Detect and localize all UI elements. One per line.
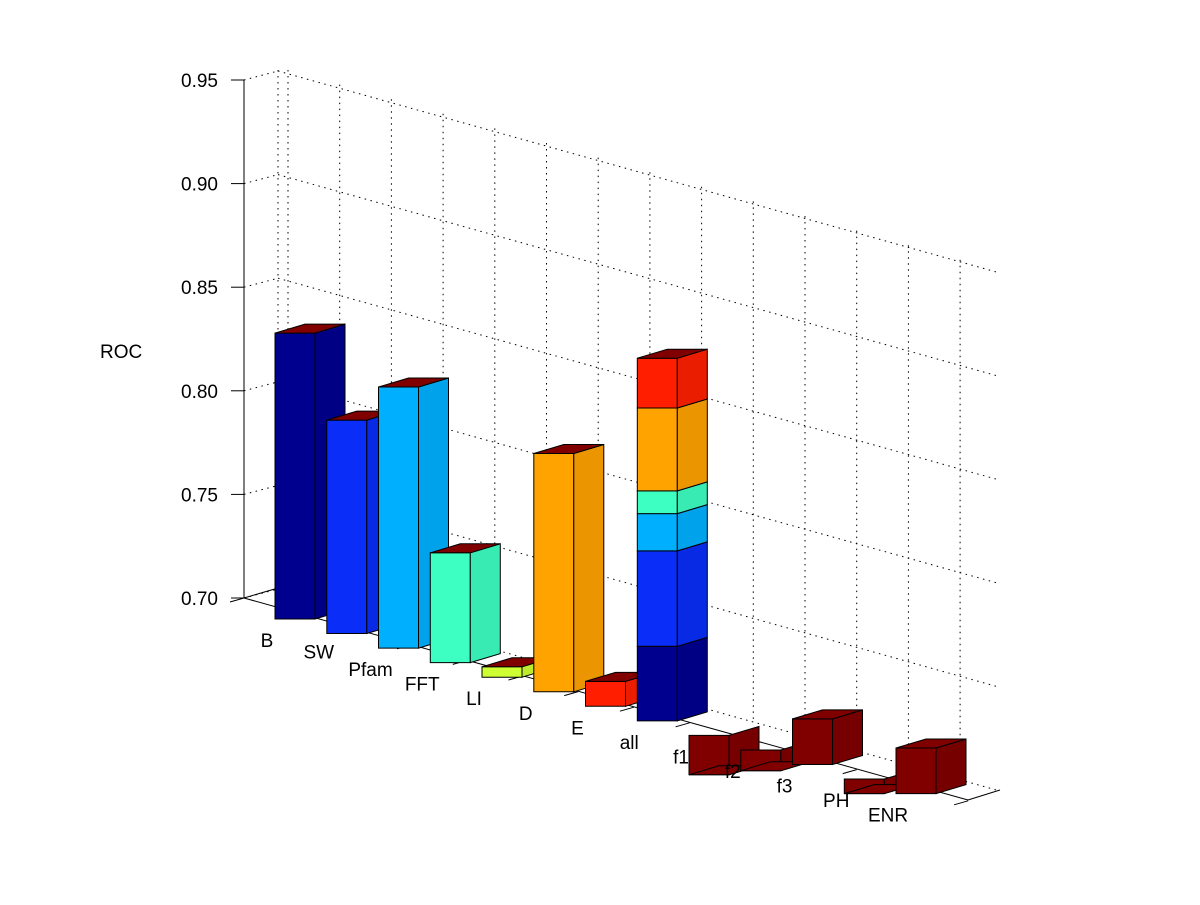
floor-left-edge (243, 587, 279, 599)
bar-D-top (533, 444, 604, 454)
y-tick-label-3: 0.85 (181, 278, 218, 299)
gridline-back-wall-4 (277, 174, 1001, 378)
y-tick-label-1: 0.75 (181, 485, 218, 506)
bar-f3-top (792, 709, 863, 720)
y-axis-label: ROC (100, 342, 142, 363)
bar-ENR-top (895, 738, 967, 749)
bar-all-segment-1-front (636, 550, 678, 647)
bar-ENR-side (935, 738, 967, 795)
bar-FFT-side (469, 543, 501, 664)
x-tick-7 (619, 706, 635, 712)
bar-Pfam-front (378, 386, 419, 649)
bar-FFT-top (430, 543, 501, 554)
y-tick-label-2: 0.80 (181, 382, 218, 403)
bar-B-front (274, 332, 316, 620)
bar-all-segment-4-side (676, 398, 708, 492)
x-tick-label-f3: f3 (777, 777, 793, 798)
x-tick-label-FFT: FFT (405, 675, 440, 696)
gridline-back-wall-1 (277, 484, 1001, 688)
x-tick-0 (229, 597, 245, 603)
x-tick-label-f1: f1 (673, 747, 689, 768)
bar-all-segment-5-top (637, 348, 708, 359)
x-tick-label-all: all (620, 733, 639, 754)
x-tick-label-ENR: ENR (868, 806, 908, 827)
gridline-back-wall-3 (277, 277, 1001, 481)
bar-E-front (585, 680, 626, 707)
x-tick-label-Pfam: Pfam (348, 660, 392, 681)
labels-layer: 0.70 0.75 0.80 0.85 0.90 0.95 B SW Pfam FFT LI D Eal… (181, 71, 908, 827)
x-tick-13 (953, 800, 969, 806)
gridline-left-wall-1 (243, 484, 279, 495)
bar-Pfam-top (378, 377, 449, 388)
bar-LI-front (481, 666, 523, 678)
bar-all-segment-0-side (676, 636, 708, 722)
gridline-left-wall-4 (243, 174, 279, 185)
bar-all-segment-5-side (676, 348, 708, 409)
bar-D-side (573, 443, 605, 693)
x-tick-11 (842, 769, 857, 775)
x-tick-8 (675, 722, 690, 728)
x-tick-label-B: B (261, 631, 274, 652)
bar-f3-side (832, 709, 863, 766)
x-tick-label-SW: SW (303, 643, 334, 664)
bar-ENR-front (895, 747, 937, 795)
bar-f3-front (792, 718, 833, 765)
gridline-left-wall-5 (243, 70, 279, 81)
gridline-left-wall-2 (243, 381, 279, 392)
bars-layer (274, 323, 967, 795)
bar-all-segment-0-front (636, 645, 678, 722)
x-tick-label-f2: f2 (725, 762, 741, 783)
x-tick-label-D: D (519, 704, 533, 725)
bar-D-front (533, 453, 575, 693)
gridline-back-wall-2 (277, 381, 1001, 585)
x-tick-label-LI: LI (466, 689, 482, 710)
gridline-back-wall-0 (277, 588, 1001, 792)
bar-all-segment-5-front (636, 357, 678, 409)
bar-all-segment-2-front (636, 513, 678, 552)
gridline-left-wall-3 (243, 277, 279, 288)
y-tick-label-0: 0.70 (181, 589, 218, 610)
bar-all-segment-1-side (676, 541, 708, 647)
bar-all-segment-3-front (636, 490, 678, 515)
bar-all-segment-4-front (636, 407, 678, 492)
bar-B-top (274, 323, 346, 334)
y-tick-label-4: 0.90 (181, 175, 218, 196)
x-tick-6 (564, 691, 579, 697)
bar-FFT-front (429, 552, 471, 664)
bar-SW-front (326, 419, 368, 634)
x-tick-label-E: E (571, 718, 584, 739)
depth-axis-line (967, 789, 1001, 801)
gridline-back-wall-5 (277, 70, 1001, 274)
y-tick-label-5: 0.95 (181, 71, 218, 92)
x-tick-label-PH: PH (823, 791, 849, 812)
